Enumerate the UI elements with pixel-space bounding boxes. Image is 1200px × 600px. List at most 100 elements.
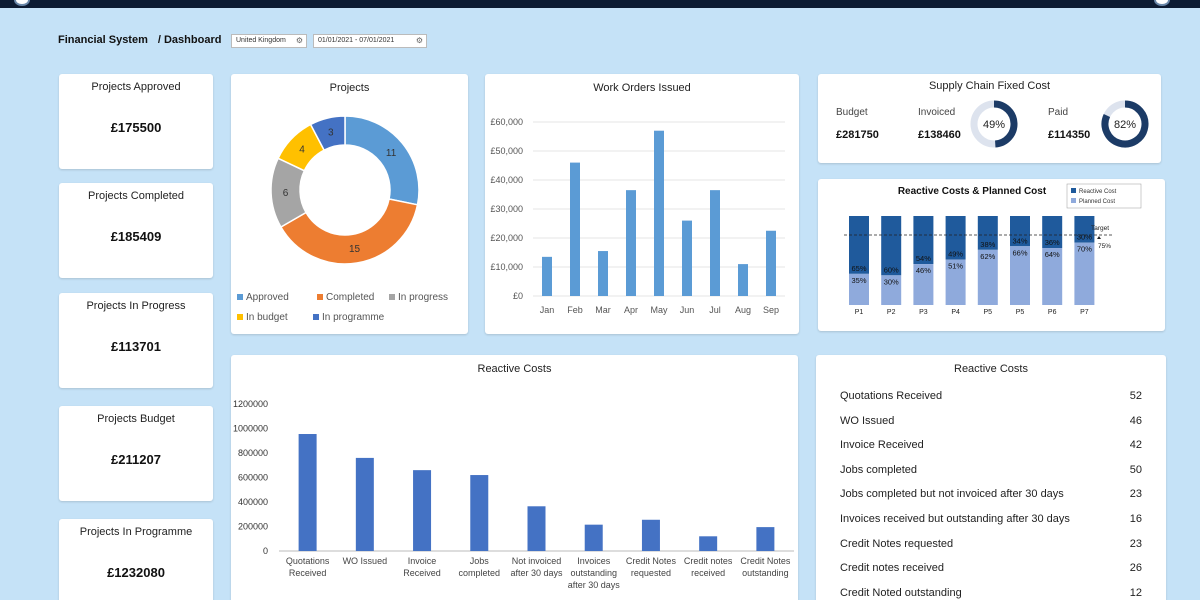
row-label: WO Issued (840, 414, 895, 427)
reactive-bar-segment[interactable] (1074, 216, 1095, 243)
planned-bar-segment[interactable] (1010, 246, 1030, 305)
legend-box (1066, 183, 1142, 209)
planned-pct-label: 51% (948, 262, 963, 271)
table-row: Quotations Received 52 (840, 390, 1142, 402)
reactive-bar-segment[interactable] (977, 216, 998, 250)
bar[interactable] (413, 470, 432, 551)
kpi-value: £113701 (111, 339, 161, 354)
reactive-bar-segment[interactable] (881, 216, 902, 276)
breadcrumb-app[interactable]: Financial System (58, 34, 148, 46)
y-tick-label: £40,000 (490, 175, 523, 185)
x-tick-label: after 30 days (568, 580, 621, 590)
x-tick-label: P5 (984, 309, 993, 316)
bar[interactable] (298, 434, 317, 551)
planned-bar-segment[interactable] (913, 264, 934, 305)
bar[interactable] (355, 457, 374, 551)
work-orders-bar-chart: £0 £10,000 £20,000 £30,000 £40,000 £50,000 £60… (490, 117, 785, 315)
bar[interactable] (470, 475, 489, 551)
reactive-bar-segment[interactable] (913, 216, 934, 265)
slice-value-label: 3 (328, 128, 334, 139)
planned-bar-segment[interactable] (1042, 248, 1063, 305)
x-tick-label: Not invoiced (512, 556, 562, 566)
kpi-value: £185409 (110, 229, 162, 244)
bar[interactable] (598, 251, 608, 296)
reactive-bar-segment[interactable] (945, 216, 966, 260)
reactive-bar-segment[interactable] (1042, 216, 1063, 249)
legend-label: Planned Cost (1079, 199, 1115, 205)
planned-bar-segment[interactable] (1074, 242, 1095, 305)
bar[interactable] (738, 264, 748, 296)
y-tick-label: £60,000 (490, 117, 523, 127)
y-tick-label: 1000000 (233, 424, 268, 434)
y-tick-label: 600000 (238, 473, 268, 483)
planned-bar-segment[interactable] (945, 259, 966, 305)
breadcrumb-page: / Dashboard (157, 34, 222, 46)
y-tick-label: £20,000 (490, 233, 523, 243)
bar[interactable] (542, 256, 552, 296)
breadcrumb: Financial System / Dashboard (58, 34, 231, 46)
projects-donut-chart: 11 15 6 4 3 Approved Completed In progress In bu… (237, 115, 448, 323)
reactive-pct-label: 60% (884, 265, 899, 274)
x-tick-label: Invoice (408, 556, 437, 566)
donut-slice[interactable] (344, 115, 420, 206)
slice-value-label: 15 (349, 244, 361, 255)
bar[interactable] (756, 527, 775, 551)
x-tick-label: Jobs (470, 556, 490, 566)
top-bar (0, 0, 1200, 8)
reactive-bar-segment[interactable] (849, 216, 869, 274)
planned-bar-segment[interactable] (881, 275, 902, 305)
gear-icon[interactable]: ⚙ (295, 36, 303, 45)
work-orders-chart-card: Work Orders Issued £0 £10,000 £20,000 £30,0… (485, 74, 799, 334)
row-value: 23 (1129, 537, 1142, 550)
bar[interactable] (584, 524, 603, 551)
user-avatar-icon[interactable] (1154, 0, 1170, 6)
row-value: 12 (1129, 586, 1142, 599)
table-row: Credit Noted outstanding 12 (840, 587, 1142, 599)
bar[interactable] (527, 506, 546, 551)
row-label: Credit notes received (840, 562, 944, 575)
reactive-pct-label: 54% (916, 254, 931, 263)
bar[interactable] (710, 190, 720, 296)
donut-slice[interactable] (309, 115, 346, 152)
table-row: Invoices received but outstanding after … (840, 513, 1142, 525)
x-tick-label: Received (289, 568, 327, 578)
x-tick-label: outstanding (570, 568, 617, 578)
chart-title: Reactive Costs & Planned Cost (898, 186, 1047, 197)
row-label: Invoices received but outstanding after … (840, 513, 1070, 525)
gear-icon[interactable]: ⚙ (415, 36, 423, 45)
reactive-planned-card: Reactive Costs & Planned Cost Reactive Co… (818, 179, 1165, 331)
reactive-pct-label: 49% (948, 250, 963, 259)
row-label: Jobs completed but not invoiced after 30… (840, 488, 1064, 501)
row-label: Invoice Received (840, 439, 924, 452)
row-value: 16 (1129, 513, 1142, 525)
legend-swatch (1071, 198, 1076, 203)
planned-bar-segment[interactable] (849, 273, 869, 305)
reactive-pct-label: 36% (1045, 238, 1060, 247)
date-range-filter[interactable]: 01/01/2021 - 07/01/2021 ⚙ (313, 34, 427, 48)
x-tick-label: P6 (1048, 309, 1057, 316)
bar[interactable] (699, 536, 718, 551)
reactive-pct-label: 30% (1077, 233, 1092, 242)
legend-swatch (237, 314, 243, 320)
table-row: Jobs completed but not invoiced after 30… (840, 488, 1142, 500)
bar[interactable] (682, 220, 692, 296)
logo-icon[interactable] (14, 0, 30, 6)
x-tick-label: Jul (709, 305, 721, 315)
x-tick-label: after 30 days (510, 568, 563, 578)
bar[interactable] (641, 519, 660, 551)
reactive-bar-segment[interactable] (1010, 216, 1030, 247)
y-tick-label: 1200000 (233, 399, 268, 409)
bar[interactable] (570, 162, 580, 296)
planned-bar-segment[interactable] (977, 249, 998, 305)
country-filter[interactable]: United Kingdom ⚙ (231, 34, 307, 48)
kpi-card-budget: Projects Budget £211207 (59, 406, 213, 501)
y-tick-label: 0 (263, 546, 268, 556)
table-title: Reactive Costs (954, 363, 1028, 375)
bar[interactable] (654, 130, 664, 296)
kpi-title: Projects Budget (97, 413, 175, 425)
bar[interactable] (626, 190, 636, 296)
x-tick-label: Aug (735, 305, 751, 315)
x-tick-label: requested (631, 568, 671, 578)
bar[interactable] (766, 230, 776, 296)
donut-slice[interactable] (279, 198, 419, 265)
